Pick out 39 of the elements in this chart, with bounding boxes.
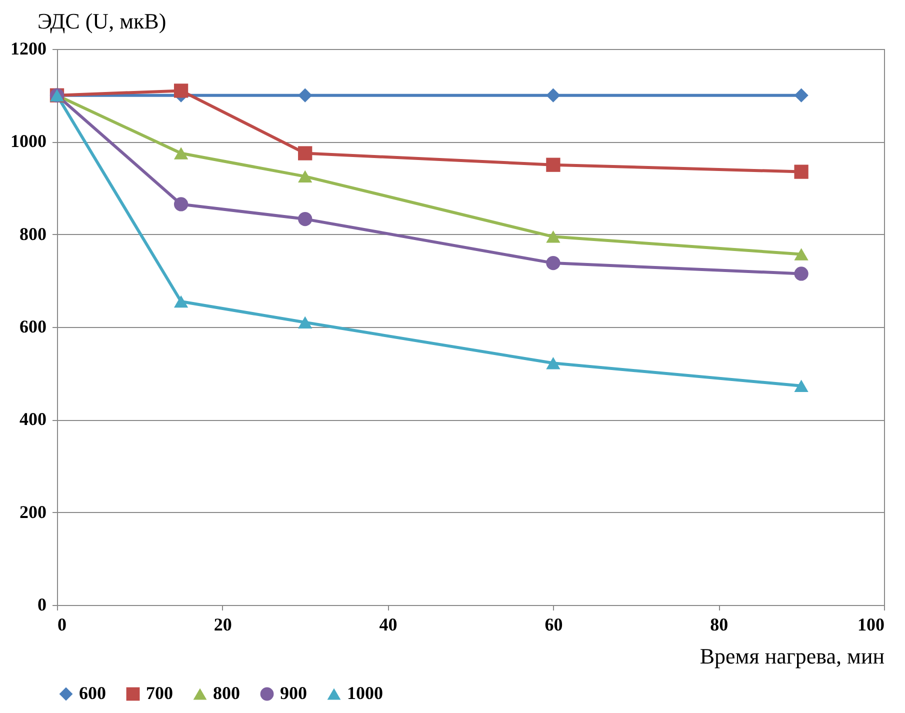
y-tick-label: 1000 — [10, 131, 46, 152]
point — [546, 230, 560, 243]
legend-label: 900 — [280, 683, 307, 703]
point — [546, 88, 560, 102]
point — [794, 88, 808, 102]
point — [174, 84, 188, 98]
legend-label: 700 — [146, 683, 173, 703]
point — [298, 146, 312, 160]
point — [794, 164, 808, 179]
x-tick-label: 60 — [544, 614, 563, 634]
x-tick-label: 80 — [710, 614, 728, 634]
point — [546, 158, 560, 172]
point — [174, 295, 188, 308]
point — [174, 147, 188, 160]
y-tick-label: 1200 — [10, 38, 46, 58]
x-tick-label: 0 — [58, 614, 66, 634]
point — [794, 248, 808, 260]
point — [298, 88, 312, 102]
point — [298, 316, 312, 328]
point — [794, 380, 808, 392]
legend-label: 1000 — [347, 683, 383, 703]
point — [298, 212, 312, 226]
point — [298, 170, 312, 183]
x-axis-title: Время нагрева, мин — [700, 644, 885, 668]
x-tick-label: 40 — [379, 614, 398, 634]
y-tick-label: 600 — [20, 316, 46, 336]
legend-label: 800 — [213, 683, 240, 703]
y-tick-label: 400 — [20, 409, 46, 430]
y-tick-label: 800 — [20, 224, 46, 244]
point — [546, 256, 560, 270]
x-tick-label: 100 — [858, 614, 884, 634]
x-tick-label: 20 — [214, 614, 232, 634]
point — [794, 266, 808, 281]
y-axis-title: ЭДС (U, мкВ) — [38, 8, 166, 34]
y-tick-label: 0 — [38, 594, 46, 614]
point — [174, 197, 188, 212]
legend-label: 600 — [79, 683, 106, 703]
point — [546, 357, 560, 370]
y-tick-label: 200 — [20, 502, 46, 522]
